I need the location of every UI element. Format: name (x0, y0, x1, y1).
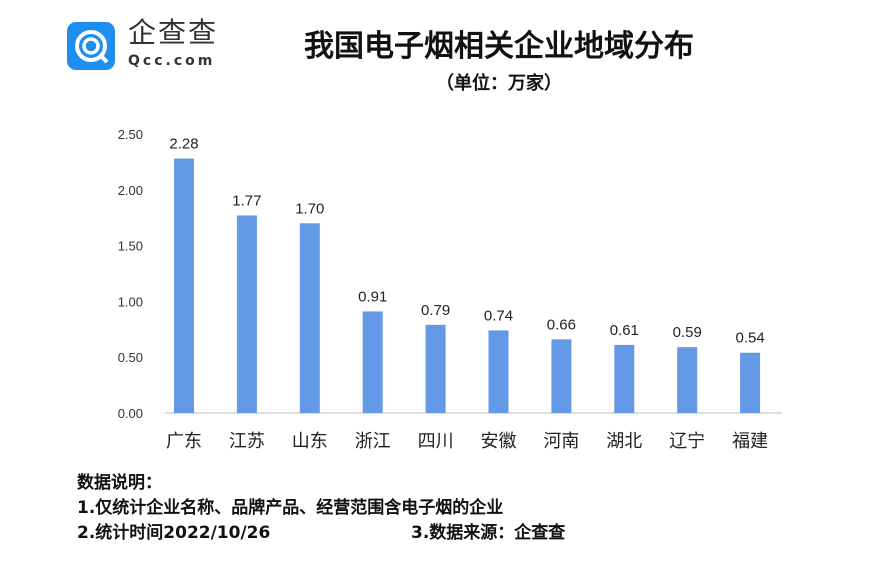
notes-line-2: 2.统计时间2022/10/26 (77, 523, 271, 543)
bar (740, 352, 761, 413)
data-label: 0.61 (610, 322, 639, 339)
logo-name: 企查查 (128, 16, 219, 49)
data-label: 0.66 (547, 316, 576, 333)
bar (551, 339, 572, 413)
x-tick-label: 四川 (418, 431, 454, 452)
bar (362, 311, 383, 413)
bar (236, 215, 257, 413)
bar (299, 223, 320, 413)
bar (614, 344, 635, 413)
bar (488, 330, 509, 413)
x-tick-label: 福建 (732, 431, 768, 452)
data-label: 1.70 (295, 200, 324, 217)
x-tick-label: 辽宁 (669, 431, 705, 452)
y-tick-label: 0.50 (118, 350, 143, 365)
bar (174, 158, 194, 413)
y-tick-label: 1.00 (118, 294, 143, 309)
data-label: 2.28 (169, 136, 198, 153)
x-tick-label: 湖北 (606, 431, 642, 452)
x-tick-label: 江苏 (229, 431, 265, 452)
x-tick-label: 广东 (166, 431, 202, 452)
x-tick-label: 河南 (543, 431, 579, 452)
data-label: 0.59 (673, 324, 702, 341)
qcc-logo-icon (67, 22, 115, 70)
y-tick-label: 0.00 (118, 406, 143, 421)
logo-domain: Qcc.com (128, 53, 216, 69)
data-label: 0.54 (735, 330, 764, 347)
bar (677, 347, 698, 413)
data-label: 0.91 (358, 288, 387, 305)
data-label: 0.74 (484, 307, 513, 324)
notes-heading: 数据说明： (77, 473, 162, 493)
chart-subtitle: （单位：万家） (436, 73, 562, 94)
bar (425, 324, 446, 413)
y-tick-label: 2.00 (118, 183, 143, 198)
y-tick-label: 2.50 (118, 127, 143, 142)
x-tick-label: 浙江 (355, 431, 391, 452)
notes-line-3: 3.数据来源：企查查 (411, 523, 566, 543)
x-tick-label: 安徽 (481, 431, 517, 452)
notes-line-1: 1.仅统计企业名称、品牌产品、经营范围含电子烟的企业 (77, 498, 504, 518)
y-tick-label: 1.50 (118, 239, 143, 254)
x-tick-label: 山东 (292, 431, 328, 452)
chart-title: 我国电子烟相关企业地域分布 (304, 29, 694, 64)
data-label: 0.79 (421, 302, 450, 319)
data-label: 1.77 (232, 192, 261, 209)
